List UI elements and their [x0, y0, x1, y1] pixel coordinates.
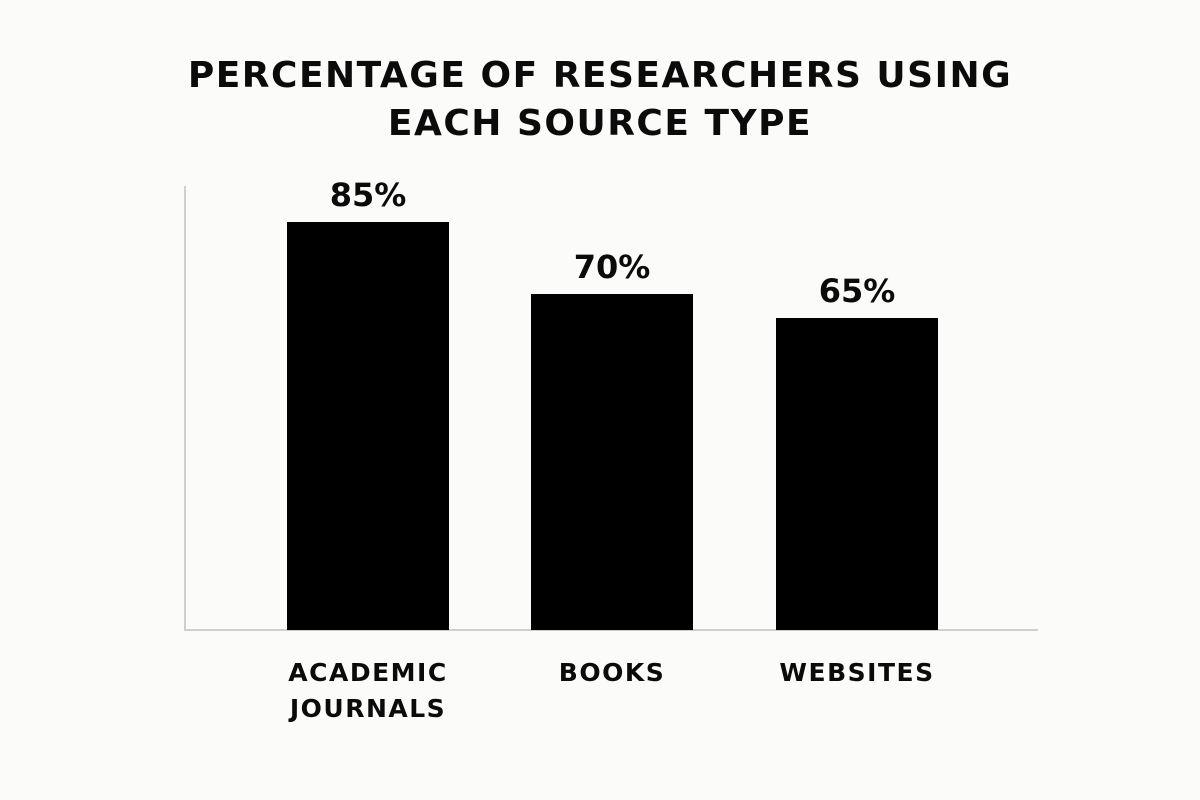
bar-1 — [531, 294, 693, 630]
chart-title: PERCENTAGE OF RESEARCHERS USING EACH SOU… — [0, 52, 1200, 148]
value-label-2: 65% — [819, 272, 896, 310]
chart-title-line-2: EACH SOURCE TYPE — [387, 103, 813, 144]
bars-layer: 85% ACADEMIC JOURNALS 70% BOOKS 65% WEBSITES — [287, 176, 938, 723]
bar-2 — [776, 318, 938, 630]
category-label-0-line-0: ACADEMIC — [288, 658, 447, 687]
category-label-0-line-1: JOURNALS — [288, 694, 446, 723]
category-label-2-line-0: WEBSITES — [779, 658, 934, 687]
category-label-1-line-0: BOOKS — [559, 658, 665, 687]
value-label-1: 70% — [574, 248, 651, 286]
chart-title-line-1: PERCENTAGE OF RESEARCHERS USING — [187, 55, 1013, 96]
value-label-0: 85% — [330, 176, 407, 214]
bar-0 — [287, 222, 449, 630]
